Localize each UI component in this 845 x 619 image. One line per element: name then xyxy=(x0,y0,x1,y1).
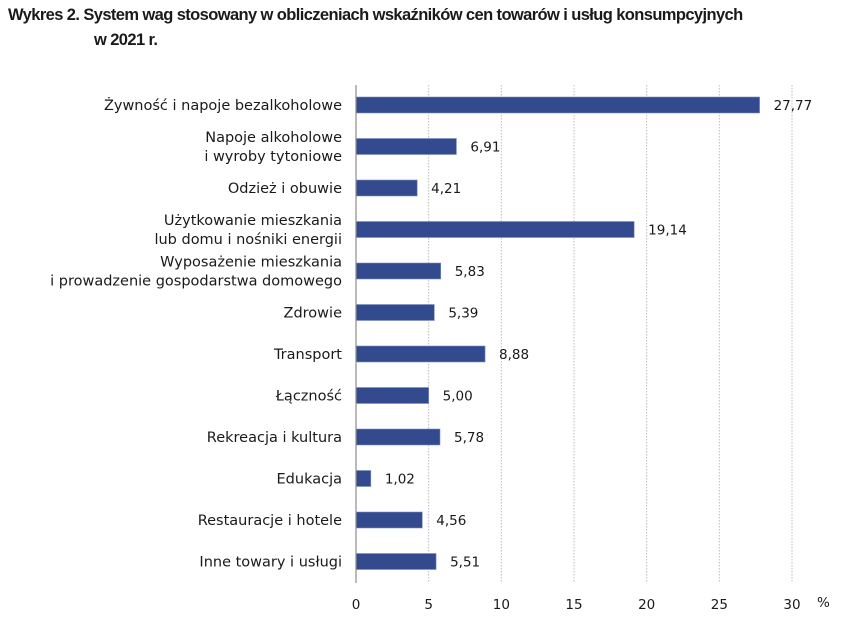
bar-3 xyxy=(355,221,635,238)
category-label: Żywność i napoje bezalkoholowe xyxy=(104,96,342,114)
x-tick-label: 5 xyxy=(424,597,433,613)
category-label: Restauracje i hotele xyxy=(198,513,342,529)
bar-7 xyxy=(355,387,429,404)
x-tick-label: 15 xyxy=(565,597,582,613)
category-label: lub domu i nośniki energii xyxy=(154,232,342,248)
value-label: 5,83 xyxy=(455,264,485,280)
value-label: 5,51 xyxy=(450,555,480,571)
bar-9 xyxy=(355,470,372,487)
category-label: Wyposażenie mieszkania xyxy=(160,255,342,271)
bar-4 xyxy=(355,262,442,280)
value-label: 19,14 xyxy=(648,223,687,239)
x-tick-label: 25 xyxy=(711,597,728,613)
x-tick-labels: 0 5 10 15 20 25 30 xyxy=(352,597,801,613)
x-tick-label: 30 xyxy=(783,597,800,613)
bar-5 xyxy=(355,304,435,321)
category-label: Odzież i obuwie xyxy=(228,181,342,197)
chart-title-line2: w 2021 r. xyxy=(94,31,158,49)
chart-title: Wykres 2. System wag stosowany w oblicze… xyxy=(8,3,843,53)
x-tick-label: 20 xyxy=(638,597,655,613)
category-label: i wyroby tytoniowe xyxy=(204,149,342,165)
bar-11 xyxy=(355,553,437,570)
bar-6 xyxy=(355,345,486,363)
category-label: Łączność xyxy=(275,389,342,405)
bar-8 xyxy=(355,428,441,446)
value-label: 4,21 xyxy=(431,181,461,197)
value-label: 5,78 xyxy=(454,430,484,446)
value-label: 5,39 xyxy=(448,306,478,322)
chart-title-line1: System wag stosowany w obliczeniach wska… xyxy=(83,6,743,24)
value-label: 6,91 xyxy=(470,140,500,156)
x-tick-label: 0 xyxy=(352,597,361,613)
category-labels: Żywność i napoje bezalkoholowe Napoje alk… xyxy=(50,96,342,571)
category-label: Inne towary i usługi xyxy=(199,555,342,571)
value-label: 1,02 xyxy=(385,472,415,488)
category-label: i prowadzenie gospodarstwa domowego xyxy=(50,274,342,290)
value-label: 27,77 xyxy=(774,98,813,114)
chart-title-prefix: Wykres 2. xyxy=(8,6,80,24)
category-label: Transport xyxy=(273,347,342,363)
bar-0 xyxy=(355,96,760,114)
value-label: 4,56 xyxy=(436,513,466,529)
value-label: 5,00 xyxy=(443,389,473,405)
category-label: Zdrowie xyxy=(284,306,343,322)
bar-2 xyxy=(355,179,418,197)
category-label: Napoje alkoholowe xyxy=(205,130,342,146)
bar-10 xyxy=(355,511,423,529)
category-label: Użytkowanie mieszkania xyxy=(164,213,342,229)
bar-1 xyxy=(355,138,457,155)
category-label: Rekreacja i kultura xyxy=(207,430,342,446)
x-tick-label: 10 xyxy=(493,597,510,613)
value-labels: 27,77 6,91 4,21 19,14 5,83 5,39 8,88 5,00 5,78 1,… xyxy=(385,98,812,571)
category-label: Edukacja xyxy=(277,472,342,488)
x-axis-unit-label: % xyxy=(817,595,830,611)
value-label: 8,88 xyxy=(499,347,529,363)
bars xyxy=(355,96,760,570)
gridlines xyxy=(428,85,793,583)
